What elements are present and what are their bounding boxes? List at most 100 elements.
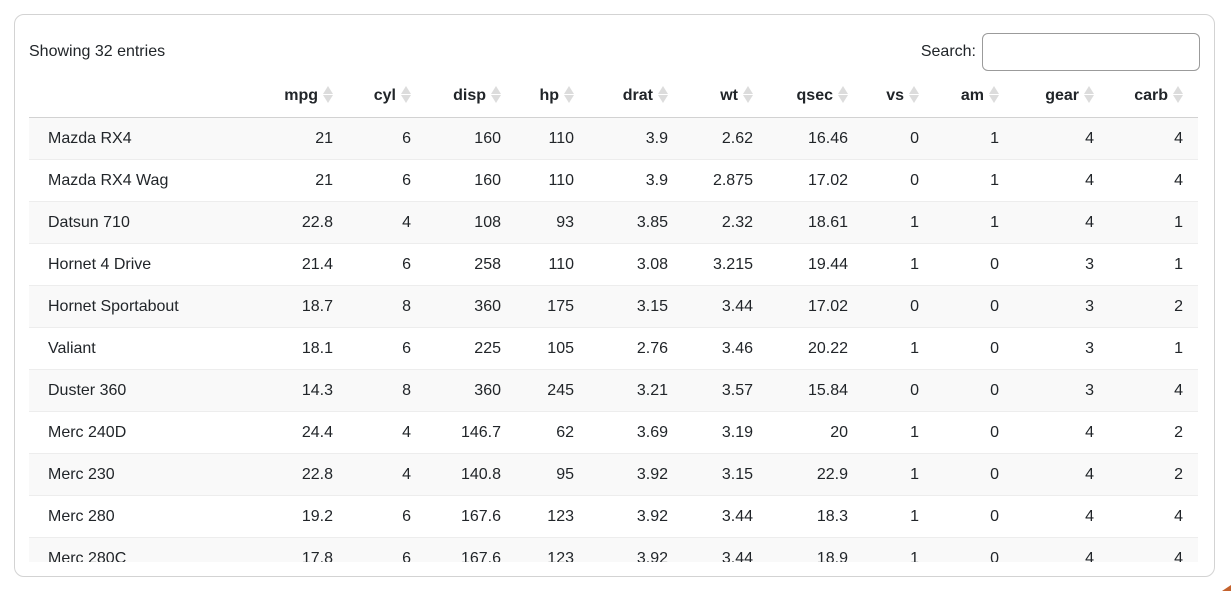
cell-gear: 4 [1014, 453, 1109, 496]
cell-wt: 3.44 [683, 285, 768, 328]
cell-gear: 4 [1014, 495, 1109, 538]
cell-hp: 123 [516, 495, 589, 538]
cell-disp: 167.6 [426, 537, 516, 562]
table-row: Datsun 710 22.8 4 108 93 3.85 2.32 18.61 1 1 4 1 [29, 201, 1198, 244]
sort-diamond-icon [743, 86, 753, 104]
sort-diamond-icon [838, 86, 848, 104]
cell-drat: 3.21 [589, 369, 683, 412]
column-header-wt[interactable]: wt [683, 75, 768, 118]
cell-gear: 3 [1014, 327, 1109, 370]
search-input[interactable] [982, 33, 1200, 71]
column-header-cyl[interactable]: cyl [348, 75, 426, 118]
sort-diamond-icon [401, 86, 411, 104]
cell-gear: 3 [1014, 369, 1109, 412]
column-header-disp[interactable]: disp [426, 75, 516, 118]
cell-carb: 4 [1109, 118, 1198, 160]
sort-diamond-icon [323, 86, 333, 104]
column-header-rownames [29, 75, 269, 118]
cell-disp: 160 [426, 118, 516, 160]
cell-hp: 110 [516, 118, 589, 160]
cell-vs: 1 [863, 495, 934, 538]
cell-disp: 160 [426, 159, 516, 202]
header-row: mpg cyl disp hp drat wt qsec vs am gear carb [29, 75, 1198, 118]
cell-qsec: 18.61 [768, 201, 863, 244]
cell-wt: 3.19 [683, 411, 768, 454]
cell-wt: 3.44 [683, 495, 768, 538]
cell-carb: 2 [1109, 453, 1198, 496]
cell-gear: 4 [1014, 159, 1109, 202]
table-row: Merc 230 22.8 4 140.8 95 3.92 3.15 22.9 1 0 4 2 [29, 453, 1198, 496]
table-row: Duster 360 14.3 8 360 245 3.21 3.57 15.84 0 0 3 4 [29, 369, 1198, 412]
column-header-mpg[interactable]: mpg [269, 75, 348, 118]
column-header-am[interactable]: am [934, 75, 1014, 118]
column-header-label: mpg [284, 87, 318, 104]
cell-drat: 3.92 [589, 495, 683, 538]
cell-qsec: 19.44 [768, 243, 863, 286]
column-header-qsec[interactable]: qsec [768, 75, 863, 118]
cell-cyl: 4 [348, 411, 426, 454]
cell-cyl: 4 [348, 201, 426, 244]
cell-hp: 110 [516, 243, 589, 286]
cell-mpg: 21 [269, 118, 348, 160]
cell-wt: 2.32 [683, 201, 768, 244]
column-header-label: hp [539, 87, 559, 104]
column-header-gear[interactable]: gear [1014, 75, 1109, 118]
cell-cyl: 8 [348, 285, 426, 328]
sort-diamond-icon [564, 86, 574, 104]
cell-cyl: 6 [348, 159, 426, 202]
cell-cyl: 6 [348, 537, 426, 562]
column-header-vs[interactable]: vs [863, 75, 934, 118]
table-row: Mazda RX4 Wag 21 6 160 110 3.9 2.875 17.02 0 1 4 4 [29, 159, 1198, 202]
cell-hp: 93 [516, 201, 589, 244]
cell-qsec: 20.22 [768, 327, 863, 370]
column-header-hp[interactable]: hp [516, 75, 589, 118]
table-row: Merc 240D 24.4 4 146.7 62 3.69 3.19 20 1 0 4 2 [29, 411, 1198, 454]
cell-qsec: 16.46 [768, 118, 863, 160]
cell-am: 0 [934, 327, 1014, 370]
cell-gear: 4 [1014, 201, 1109, 244]
cell-carb: 2 [1109, 411, 1198, 454]
cell-vs: 1 [863, 201, 934, 244]
cell-am: 0 [934, 285, 1014, 328]
cell-gear: 3 [1014, 285, 1109, 328]
cell-hp: 245 [516, 369, 589, 412]
column-header-label: wt [720, 87, 738, 104]
row-name-cell: Mazda RX4 Wag [29, 159, 269, 202]
row-name-cell: Merc 240D [29, 411, 269, 454]
row-name-cell: Datsun 710 [29, 201, 269, 244]
cell-mpg: 24.4 [269, 411, 348, 454]
cell-hp: 105 [516, 327, 589, 370]
cell-disp: 108 [426, 201, 516, 244]
cell-vs: 1 [863, 327, 934, 370]
cell-mpg: 22.8 [269, 453, 348, 496]
cell-carb: 2 [1109, 285, 1198, 328]
cell-mpg: 22.8 [269, 201, 348, 244]
table-scroll-body[interactable]: Mazda RX4 21 6 160 110 3.9 2.62 16.46 0 1 4 4 Mazda … [29, 118, 1200, 562]
entries-info: Showing 32 entries [29, 43, 166, 60]
cell-drat: 2.76 [589, 327, 683, 370]
table-toolbar: Showing 32 entries Search: [29, 32, 1200, 72]
table-row: Valiant 18.1 6 225 105 2.76 3.46 20.22 1 0 3 1 [29, 327, 1198, 370]
search-label: Search: [920, 43, 976, 60]
table-row: Merc 280 19.2 6 167.6 123 3.92 3.44 18.3 1 0 4 4 [29, 495, 1198, 538]
cell-vs: 0 [863, 285, 934, 328]
cell-disp: 167.6 [426, 495, 516, 538]
cell-am: 0 [934, 537, 1014, 562]
cell-cyl: 4 [348, 453, 426, 496]
column-header-carb[interactable]: carb [1109, 75, 1198, 118]
column-header-drat[interactable]: drat [589, 75, 683, 118]
cell-am: 1 [934, 159, 1014, 202]
cell-am: 1 [934, 201, 1014, 244]
cell-disp: 258 [426, 243, 516, 286]
cell-drat: 3.9 [589, 118, 683, 160]
cell-carb: 4 [1109, 537, 1198, 562]
cell-cyl: 6 [348, 495, 426, 538]
column-header-label: disp [453, 87, 486, 104]
cell-qsec: 17.02 [768, 159, 863, 202]
cell-mpg: 21 [269, 159, 348, 202]
table-row: Merc 280C 17.8 6 167.6 123 3.92 3.44 18.9 1 0 4 4 [29, 537, 1198, 562]
cell-mpg: 17.8 [269, 537, 348, 562]
column-header-label: carb [1134, 87, 1168, 104]
cell-hp: 175 [516, 285, 589, 328]
cell-gear: 4 [1014, 537, 1109, 562]
